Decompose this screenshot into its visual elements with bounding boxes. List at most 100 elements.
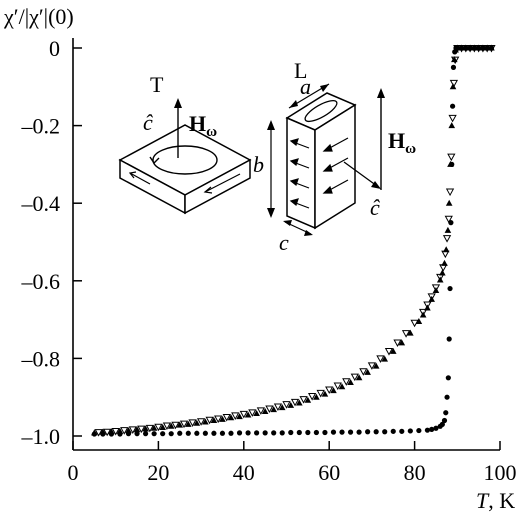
data-point-triangle-up	[210, 416, 218, 423]
x-axis-title: T, K	[476, 488, 515, 513]
data-point-triangle-down	[410, 319, 419, 328]
data-point-triangle-down	[376, 355, 385, 363]
ticks	[72, 47, 501, 450]
inset-l-sample: L a b c ĉ Hω	[253, 58, 416, 255]
t-current-loop	[152, 145, 218, 175]
data-point-triangle-up	[445, 199, 453, 206]
x-tick-label: 100	[484, 460, 517, 485]
data-point-circle	[424, 427, 431, 433]
t-loop-arrowhead	[149, 156, 160, 165]
data-point-triangle-up	[381, 355, 389, 362]
data-point-circle	[254, 430, 260, 436]
data-point-triangle-down	[282, 401, 291, 409]
data-point-circle	[236, 430, 243, 436]
y-axis-title: χ′/|χ′|(0)	[3, 4, 74, 29]
data-point-triangle-down	[162, 422, 172, 431]
l-dim-a-label: a	[300, 74, 311, 99]
data-point-triangle-up	[167, 422, 175, 429]
t-c-hat-label: ĉ	[143, 110, 153, 135]
data-point-triangle-down	[290, 398, 300, 407]
data-point-triangle-down	[442, 235, 452, 243]
data-point-circle	[142, 431, 149, 437]
data-point-circle	[245, 430, 251, 436]
t-c-axis-arrowhead	[174, 98, 182, 108]
data-point-triangle-up	[287, 401, 295, 408]
data-point-circle	[429, 426, 435, 433]
x-tick-label: 40	[233, 460, 255, 485]
l-block-side-face	[314, 103, 356, 230]
data-point-circle	[446, 336, 452, 342]
data-point-triangle-up	[338, 383, 346, 390]
data-point-triangle-down	[273, 403, 283, 412]
l-dim-a-arrow2	[320, 84, 329, 92]
data-point-triangle-down	[451, 56, 460, 65]
data-point-circle	[322, 429, 328, 436]
t-face-arrow-left	[129, 172, 151, 185]
t-face-arrow-right	[204, 173, 241, 193]
l-dim-c-label: c	[279, 230, 289, 255]
data-point-triangle-up	[448, 122, 456, 129]
data-point-triangle-down	[333, 382, 342, 391]
l-side-face-arrows	[322, 137, 349, 194]
y-tick-label: –1.0	[21, 424, 61, 449]
data-point-circle	[296, 429, 302, 436]
data-point-triangle-up	[184, 420, 192, 427]
data-point-circle	[447, 285, 453, 292]
data-point-triangle-up	[444, 226, 452, 233]
data-point-triangle-up	[355, 374, 363, 381]
data-point-triangle-up	[202, 418, 209, 425]
data-point-triangle-down	[436, 273, 445, 282]
data-point-triangle-up	[372, 362, 380, 369]
data-point-triangle-down	[447, 153, 456, 162]
data-point-triangle-down	[196, 418, 206, 426]
data-point-circle	[271, 430, 277, 436]
data-point-circle	[219, 430, 226, 436]
y-tick-label: –0.6	[21, 269, 61, 294]
data-point-circle	[399, 428, 405, 434]
data-point-circle	[339, 429, 345, 435]
data-point-triangle-down	[256, 407, 266, 415]
t-h-symbol: H	[189, 111, 206, 136]
data-point-triangle-up	[451, 56, 458, 63]
data-point-triangle-up	[278, 404, 286, 411]
data-point-triangle-down	[431, 284, 441, 292]
data-point-triangle-down	[448, 114, 457, 123]
data-point-circle	[365, 429, 371, 435]
l-dim-c-arrow1	[283, 220, 292, 226]
data-point-circle	[390, 428, 396, 434]
data-point-circle	[211, 430, 217, 436]
data-point-circle	[262, 430, 268, 436]
data-point-triangle-down	[325, 386, 334, 394]
l-c-axis-arrow	[343, 161, 378, 187]
y-tick-label: –0.4	[21, 191, 61, 216]
data-point-triangle-down	[171, 421, 180, 430]
data-point-triangle-down	[128, 426, 137, 434]
l-front-arrowhead	[289, 178, 299, 187]
l-front-face-arrows	[289, 138, 310, 209]
data-point-triangle-up	[415, 318, 423, 325]
y-tick-label: –0.2	[21, 114, 61, 139]
data-point-triangle-up	[133, 426, 141, 433]
inset-t-sample: T ĉ Hω	[118, 72, 252, 215]
data-point-triangle-up	[270, 406, 277, 413]
y-tick-label: 0	[49, 36, 60, 61]
data-point-triangle-up	[99, 428, 107, 435]
data-point-triangle-down	[401, 330, 411, 338]
l-dim-a-arrow1	[289, 100, 298, 108]
l-side-arrowhead	[322, 143, 333, 152]
data-point-circle	[433, 425, 439, 431]
data-point-triangle-up	[347, 378, 354, 385]
data-point-triangle-up	[219, 415, 226, 422]
data-point-circle	[330, 429, 337, 435]
data-point-triangle-up	[91, 429, 98, 436]
data-point-triangle-up	[296, 399, 303, 406]
data-point-circle	[313, 429, 319, 436]
l-front-arrowhead	[289, 198, 299, 207]
data-point-triangle-down	[474, 45, 483, 53]
data-point-triangle-down	[384, 348, 394, 356]
axes	[72, 38, 500, 451]
data-point-circle	[228, 430, 234, 436]
l-side-arrowhead	[322, 163, 333, 172]
data-markers	[91, 44, 496, 437]
l-top-loop	[304, 99, 338, 123]
